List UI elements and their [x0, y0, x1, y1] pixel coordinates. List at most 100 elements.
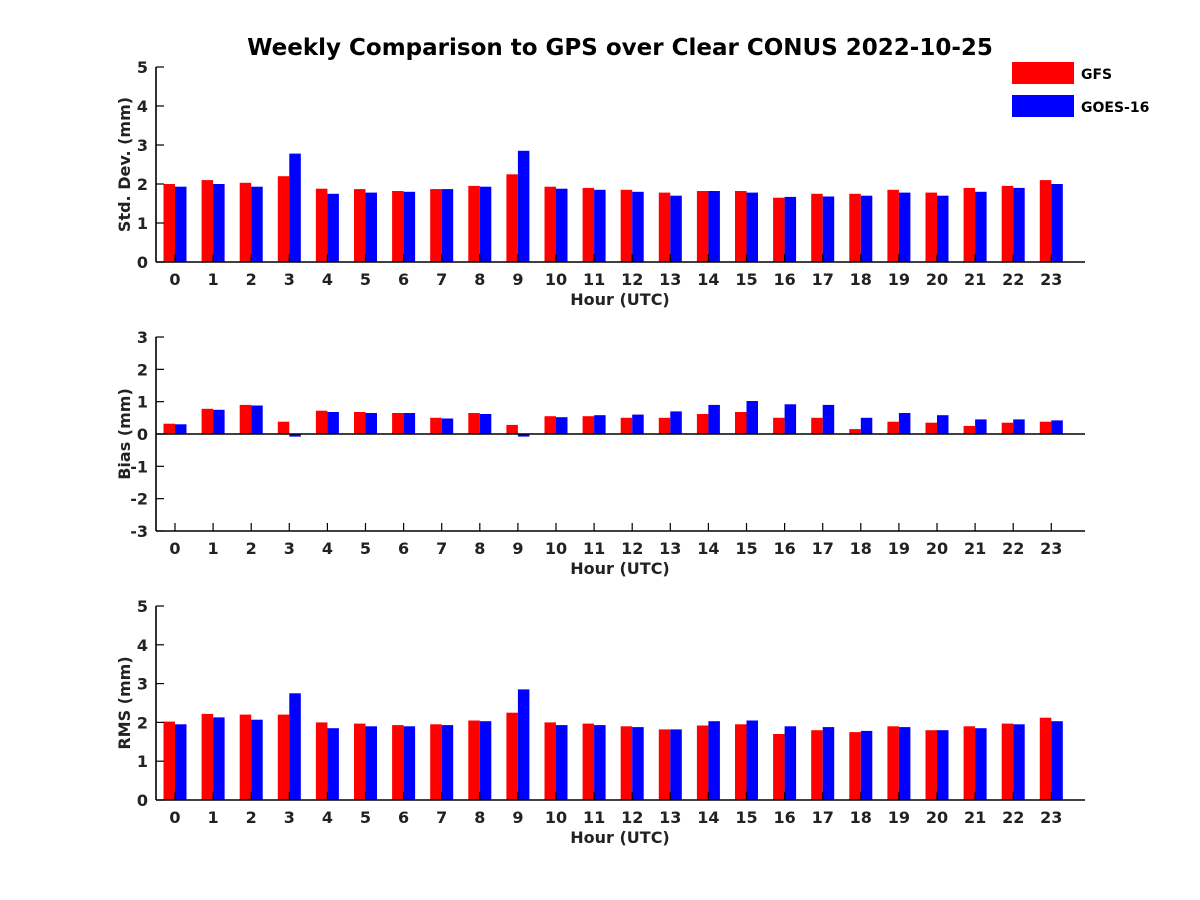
- rms-mm-bar-gfs-hour-1: [201, 713, 214, 800]
- rms-mm-y-tick-label: 3: [137, 675, 148, 694]
- rms-mm-bar-gfs-hour-8: [468, 720, 480, 800]
- rms-mm-bar-goes-16-hour-0: [175, 724, 187, 800]
- bias-mm-y-tick-label: 3: [137, 328, 148, 347]
- std-dev-mm-bar-gfs-hour-16: [773, 197, 785, 262]
- rms-mm-bar-goes-16-hour-6: [403, 726, 416, 800]
- bias-mm-bar-gfs-hour-23: [1039, 421, 1052, 434]
- std-dev-mm-bar-goes-16-hour-13: [670, 195, 682, 262]
- std-dev-mm-bar-goes-16-hour-12: [632, 191, 644, 262]
- bias-mm-bar-goes-16-hour-5: [365, 413, 377, 434]
- std-dev-mm-bar-gfs-hour-0: [163, 184, 175, 262]
- rms-mm-bar-goes-16-hour-4: [327, 728, 339, 800]
- bias-mm-x-tick-label: 11: [583, 539, 605, 558]
- bias-mm-bar-goes-16-hour-9: [517, 434, 530, 437]
- rms-mm-bar-gfs-hour-18: [849, 732, 861, 800]
- std-dev-mm-y-tick-label: 2: [137, 175, 148, 194]
- std-dev-mm-x-axis-label: Hour (UTC): [570, 290, 670, 309]
- bias-mm-bar-goes-16-hour-11: [594, 415, 606, 434]
- std-dev-mm-bar-goes-16-hour-20: [937, 195, 949, 262]
- bias-mm-bar-goes-16-hour-12: [632, 414, 644, 434]
- std-dev-mm-bar-goes-16-hour-23: [1051, 184, 1063, 262]
- std-dev-mm-y-tick-label: 0: [137, 253, 148, 272]
- rms-mm-x-tick-label: 0: [169, 808, 180, 827]
- std-dev-mm-bar-gfs-hour-19: [887, 189, 899, 262]
- rms-mm-bar-gfs-hour-10: [544, 722, 556, 800]
- legend: GFS GOES-16: [1012, 62, 1149, 117]
- rms-mm-y-tick-label: 1: [137, 752, 148, 771]
- std-dev-mm-bar-gfs-hour-2: [239, 182, 252, 262]
- rms-mm-x-tick-label: 13: [659, 808, 681, 827]
- std-dev-mm-x-tick-label: 11: [583, 270, 605, 289]
- rms-mm-y-tick-label: 0: [137, 791, 148, 810]
- rms-mm-bar-goes-16-hour-9: [517, 689, 530, 800]
- bias-mm-x-tick-label: 1: [208, 539, 219, 558]
- std-dev-mm-bar-gfs-hour-15: [735, 191, 747, 262]
- std-dev-mm-bar-goes-16-hour-5: [365, 192, 377, 262]
- bias-mm-bar-goes-16-hour-15: [746, 401, 758, 434]
- bias-mm-bar-goes-16-hour-13: [670, 411, 682, 434]
- bias-mm-bar-gfs-hour-4: [315, 410, 328, 434]
- std-dev-mm-x-tick-label: 14: [697, 270, 719, 289]
- rms-mm-bar-goes-16-hour-13: [670, 729, 682, 800]
- std-dev-mm-bar-goes-16-hour-4: [327, 193, 339, 263]
- rms-mm-bar-gfs-hour-11: [582, 723, 595, 800]
- rms-mm-bar-goes-16-hour-11: [594, 725, 606, 800]
- rms-mm-x-tick-label: 16: [773, 808, 795, 827]
- std-dev-mm-bar-goes-16-hour-11: [594, 189, 606, 262]
- std-dev-mm-x-tick-label: 5: [360, 270, 371, 289]
- bias-mm-y-axis-label: Bias (mm): [115, 388, 134, 480]
- bias-mm-bar-gfs-hour-9: [506, 424, 518, 434]
- rms-mm-bar-gfs-hour-21: [963, 726, 976, 800]
- rms-mm-bar-goes-16-hour-12: [632, 727, 644, 800]
- rms-mm-bar-gfs-hour-4: [315, 722, 328, 800]
- rms-mm-x-tick-label: 21: [964, 808, 986, 827]
- legend-swatch-gfs: [1012, 62, 1074, 84]
- std-dev-mm-y-tick-label: 5: [137, 58, 148, 77]
- bias-mm-bar-gfs-hour-8: [468, 413, 480, 434]
- std-dev-mm-bar-goes-16-hour-17: [822, 196, 835, 262]
- bias-mm-x-tick-label: 18: [850, 539, 872, 558]
- bias-mm-bar-goes-16-hour-19: [898, 413, 911, 434]
- std-dev-mm-bar-gfs-hour-5: [354, 189, 366, 262]
- rms-mm-bar-gfs-hour-7: [430, 724, 442, 800]
- rms-mm-bar-goes-16-hour-16: [784, 726, 797, 800]
- std-dev-mm-x-tick-label: 2: [246, 270, 257, 289]
- std-dev-mm-bar-goes-16-hour-15: [746, 192, 758, 262]
- rms-mm-x-tick-label: 2: [246, 808, 257, 827]
- std-dev-mm-bar-gfs-hour-13: [658, 192, 671, 262]
- rms-mm-x-tick-label: 17: [812, 808, 834, 827]
- std-dev-mm-bar-goes-16-hour-19: [898, 192, 911, 262]
- std-dev-mm-bar-goes-16-hour-9: [517, 150, 530, 262]
- std-dev-mm-bar-goes-16-hour-16: [784, 196, 797, 262]
- rms-mm-x-tick-label: 7: [436, 808, 447, 827]
- rms-mm-x-tick-label: 12: [621, 808, 643, 827]
- bias-mm-bar-gfs-hour-12: [620, 417, 633, 434]
- bias-mm-bar-goes-16-hour-6: [403, 413, 416, 434]
- std-dev-mm-bar-gfs-hour-6: [392, 191, 404, 262]
- bias-mm-x-axis-label: Hour (UTC): [570, 559, 670, 578]
- rms-mm-bar-gfs-hour-22: [1001, 723, 1014, 800]
- std-dev-mm-bar-gfs-hour-14: [696, 191, 709, 262]
- std-dev-mm-bar-gfs-hour-7: [430, 189, 442, 262]
- std-dev-mm-y-tick-label: 4: [137, 97, 148, 116]
- legend-label-goes16: GOES-16: [1081, 100, 1149, 116]
- bias-mm-bar-goes-16-hour-7: [441, 418, 454, 434]
- std-dev-mm-bar-goes-16-hour-1: [213, 184, 225, 262]
- std-dev-mm-x-tick-label: 13: [659, 270, 681, 289]
- rms-mm-bar-goes-16-hour-7: [441, 725, 454, 800]
- rms-mm-bar-goes-16-hour-20: [937, 730, 949, 800]
- rms-mm-bar-goes-16-hour-18: [860, 730, 873, 800]
- rms-mm-bar-goes-16-hour-14: [708, 721, 720, 800]
- bias-mm-bar-gfs-hour-18: [849, 429, 861, 434]
- std-dev-mm-bar-gfs-hour-20: [925, 192, 937, 262]
- std-dev-mm-x-tick-label: 10: [545, 270, 567, 289]
- rms-mm-bar-gfs-hour-15: [735, 724, 747, 800]
- std-dev-mm-x-tick-label: 15: [735, 270, 757, 289]
- rms-mm-x-tick-label: 10: [545, 808, 567, 827]
- std-dev-mm-bar-goes-16-hour-21: [975, 191, 987, 262]
- bias-mm-y-tick-label: -1: [130, 457, 148, 476]
- std-dev-mm-x-tick-label: 17: [812, 270, 834, 289]
- rms-mm-bar-gfs-hour-17: [811, 730, 823, 800]
- std-dev-mm-x-tick-label: 9: [512, 270, 523, 289]
